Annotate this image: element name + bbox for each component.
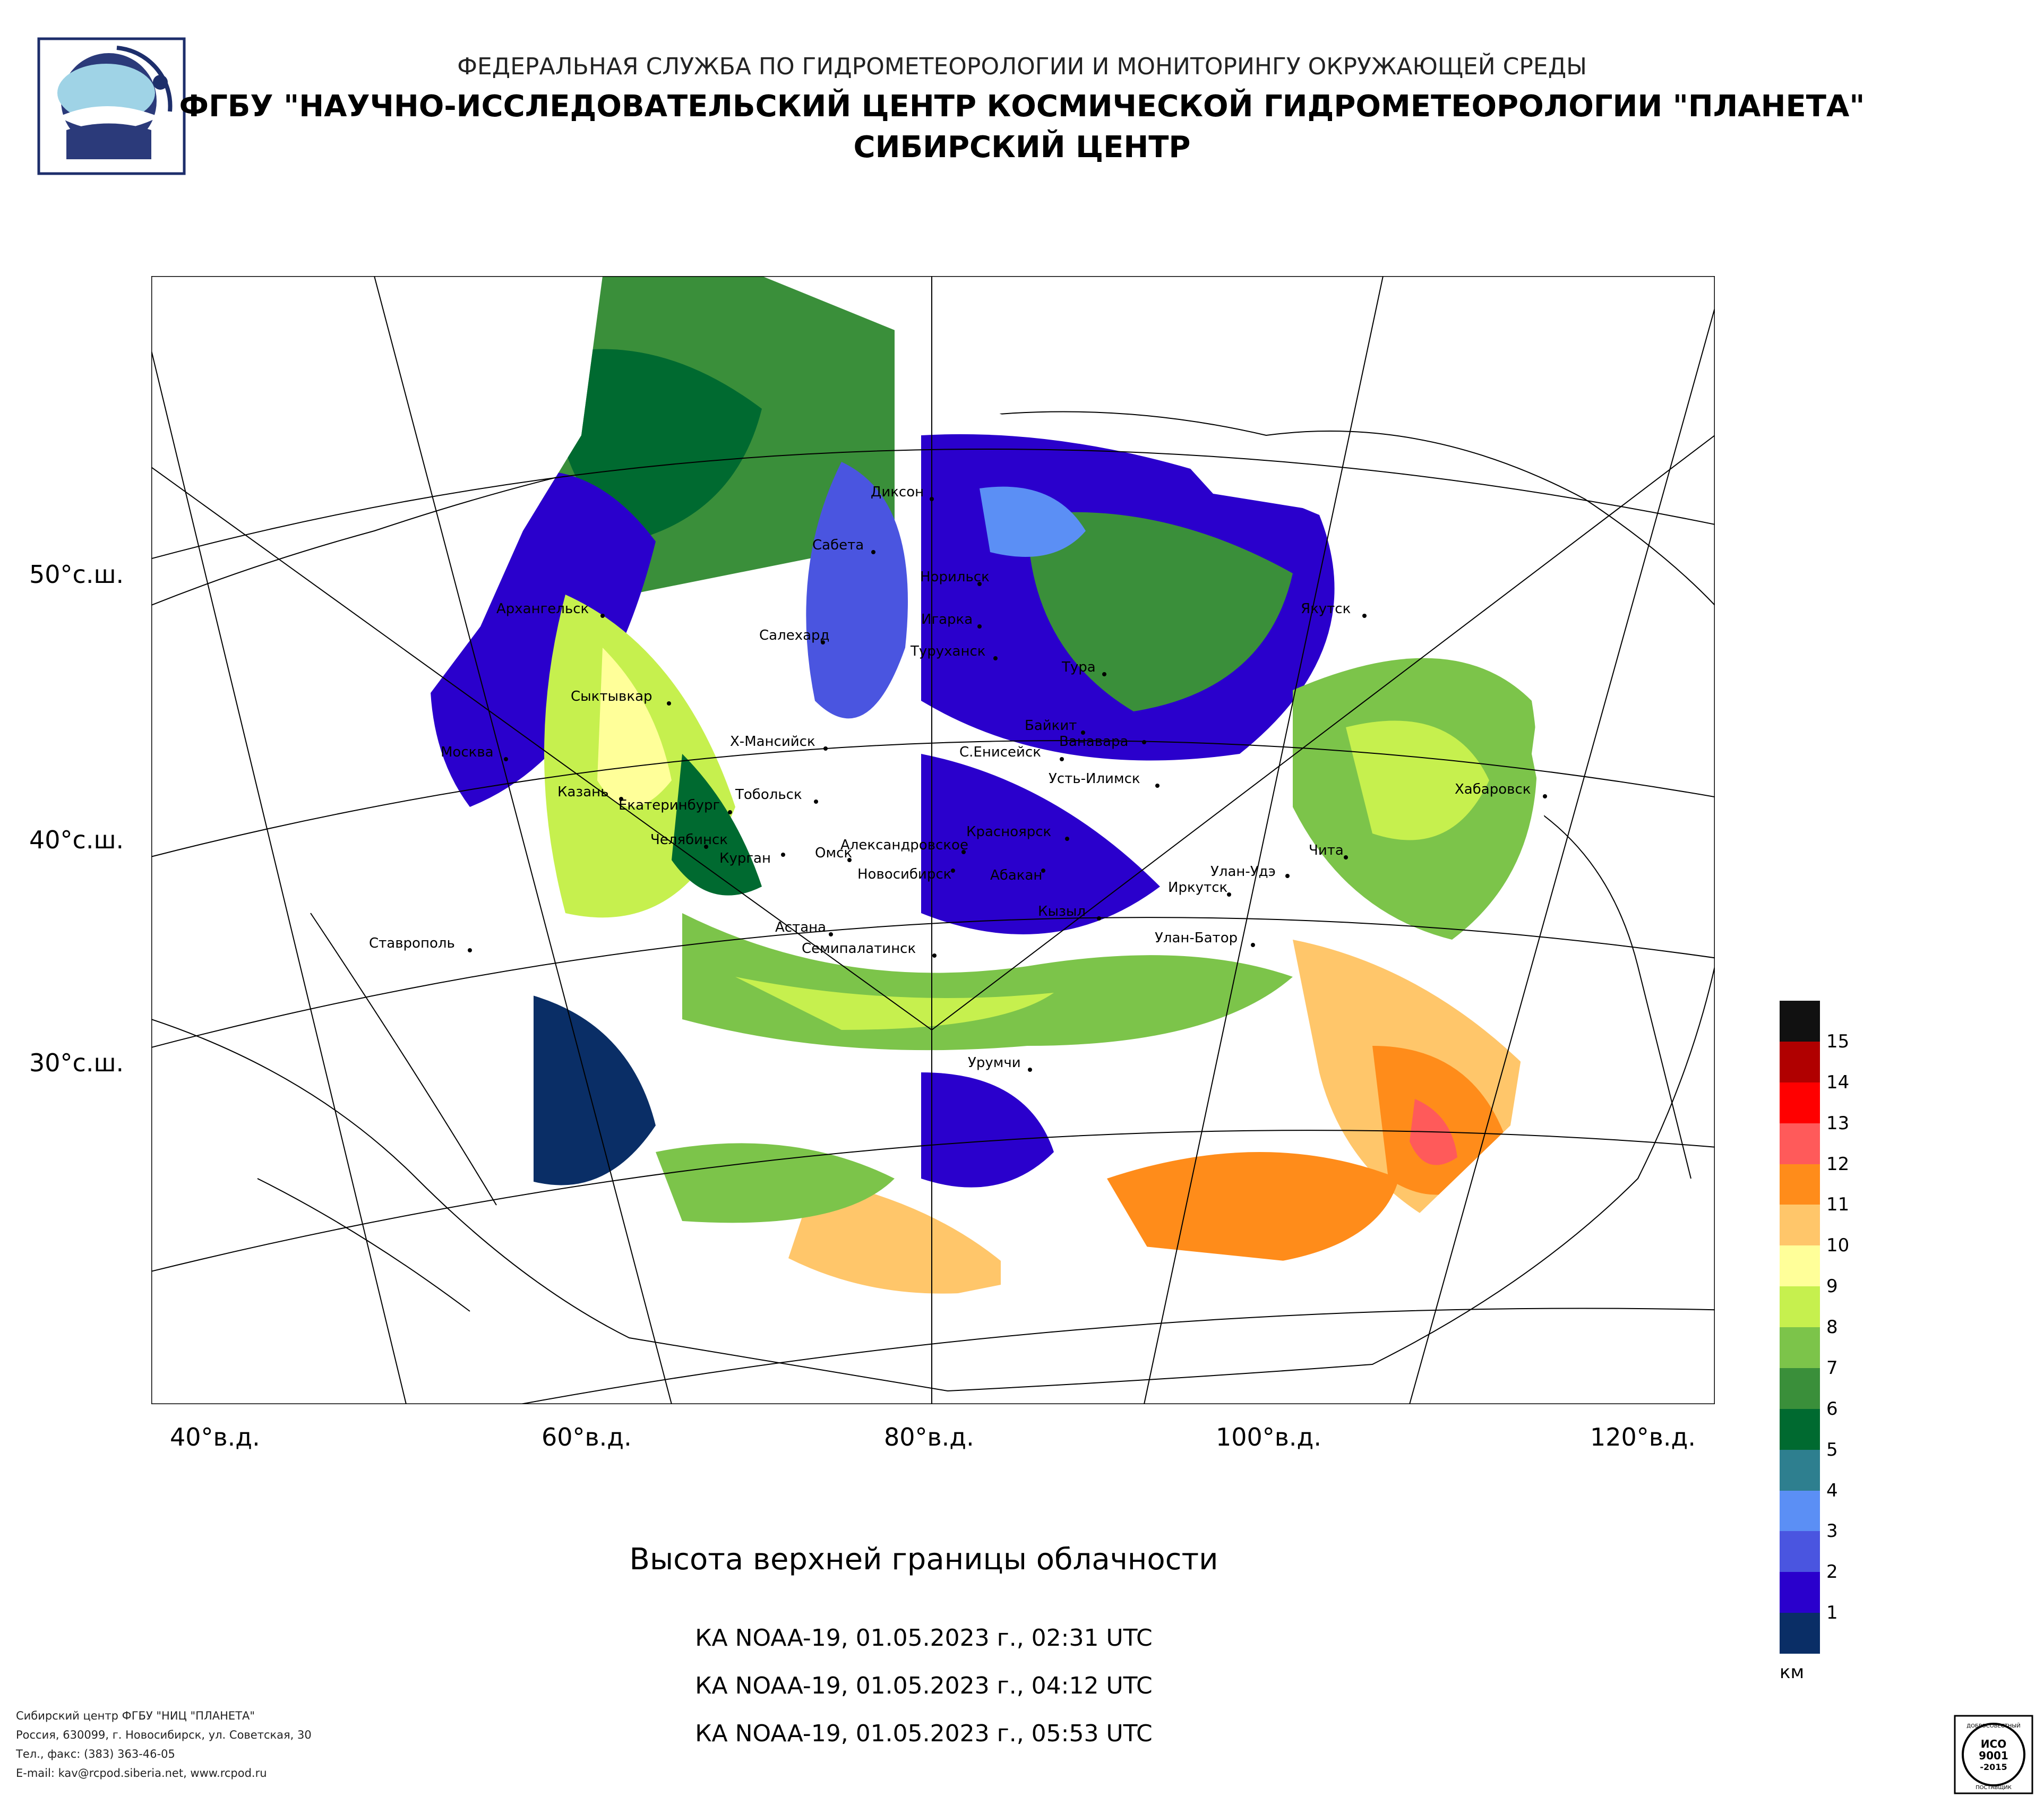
badge-bottom: ПОСТАВЩИК bbox=[1976, 1785, 2012, 1791]
legend-level-label: 12 bbox=[1826, 1153, 1850, 1175]
footer-line-3: Тел., факс: (383) 363-46-05 bbox=[16, 1748, 175, 1760]
svg-text:Иркутск: Иркутск bbox=[1168, 880, 1227, 896]
footer-line-1: Сибирский центр ФГБУ "НИЦ "ПЛАНЕТА" bbox=[16, 1709, 255, 1722]
header-agency: ФЕДЕРАЛЬНАЯ СЛУЖБА ПО ГИДРОМЕТЕОРОЛОГИИ … bbox=[457, 53, 1587, 80]
svg-text:Тобольск: Тобольск bbox=[735, 787, 802, 803]
legend-level-label: 6 bbox=[1826, 1398, 1838, 1420]
legend-level-label: 5 bbox=[1826, 1439, 1838, 1460]
svg-text:Москва: Москва bbox=[441, 744, 494, 760]
svg-text:Челябинск: Челябинск bbox=[650, 832, 728, 848]
badge-line3: -2015 bbox=[1980, 1762, 2007, 1772]
svg-text:Х-Мансийск: Х-Мансийск bbox=[730, 734, 815, 750]
pass-2: КА NOAA-19, 01.05.2023 г., 04:12 UTC bbox=[695, 1672, 1153, 1699]
legend-swatch bbox=[1780, 1408, 1820, 1450]
svg-text:Байкит: Байкит bbox=[1025, 718, 1077, 734]
svg-text:Абакан: Абакан bbox=[990, 867, 1042, 883]
svg-text:Астана: Астана bbox=[775, 919, 826, 935]
svg-text:Усть-Илимск: Усть-Илимск bbox=[1049, 771, 1140, 787]
legend-level-label: 7 bbox=[1826, 1357, 1838, 1379]
lat-label-30: 30°с.ш. bbox=[29, 1048, 124, 1077]
legend-swatch bbox=[1780, 1531, 1820, 1572]
legend-level-label: 8 bbox=[1826, 1317, 1838, 1338]
iso-cert-badge: ДОБРОСОВЕСТНЫЙ ИСО 9001 -2015 ПОСТАВЩИК bbox=[1954, 1715, 2033, 1794]
legend-level-label: 9 bbox=[1826, 1276, 1838, 1297]
legend-swatch bbox=[1780, 1245, 1820, 1287]
footer-line-2: Россия, 630099, г. Новосибирск, ул. Сове… bbox=[16, 1729, 312, 1741]
svg-text:Семипалатинск: Семипалатинск bbox=[802, 941, 916, 957]
header-institute: ФГБУ "НАУЧНО-ИССЛЕДОВАТЕЛЬСКИЙ ЦЕНТР КОС… bbox=[179, 89, 1865, 124]
svg-text:Александровское: Александровское bbox=[840, 837, 968, 853]
svg-text:С.Енисейск: С.Енисейск bbox=[959, 744, 1041, 760]
lat-label-40: 40°с.ш. bbox=[29, 826, 124, 854]
lat-label-50: 50°с.ш. bbox=[29, 560, 124, 589]
svg-text:Улан-Удэ: Улан-Удэ bbox=[1210, 864, 1276, 880]
lon-label-60: 60°в.д. bbox=[542, 1423, 632, 1451]
svg-text:Архангельск: Архангельск bbox=[496, 601, 589, 617]
legend-swatch bbox=[1780, 1449, 1820, 1491]
legend-level-label: 4 bbox=[1826, 1480, 1838, 1501]
legend-level-label: 3 bbox=[1826, 1520, 1838, 1542]
svg-text:Красноярск: Красноярск bbox=[966, 824, 1051, 840]
svg-text:Якутск: Якутск bbox=[1301, 601, 1351, 617]
svg-text:Хабаровск: Хабаровск bbox=[1455, 781, 1531, 797]
svg-text:Омск: Омск bbox=[815, 845, 852, 861]
legend-level-label: 11 bbox=[1826, 1194, 1850, 1216]
legend-level-label: 15 bbox=[1826, 1030, 1850, 1052]
legend-swatch bbox=[1780, 1490, 1820, 1532]
legend-level-label: 13 bbox=[1826, 1112, 1850, 1134]
svg-text:Норильск: Норильск bbox=[920, 569, 990, 585]
legend-swatch bbox=[1780, 1001, 1820, 1042]
svg-text:Чита: Чита bbox=[1309, 843, 1344, 858]
svg-text:Урумчи: Урумчи bbox=[968, 1055, 1021, 1071]
svg-text:Ставрополь: Ставрополь bbox=[369, 935, 455, 951]
pass-3: КА NOAA-19, 01.05.2023 г., 05:53 UTC bbox=[695, 1720, 1153, 1747]
legend-swatch bbox=[1780, 1164, 1820, 1205]
svg-text:Курган: Курган bbox=[719, 850, 771, 866]
legend-swatch bbox=[1780, 1368, 1820, 1409]
legend-swatch bbox=[1780, 1572, 1820, 1613]
svg-text:Казань: Казань bbox=[557, 784, 608, 800]
svg-text:Екатеринбург: Екатеринбург bbox=[619, 797, 720, 813]
svg-text:Диксон: Диксон bbox=[871, 484, 924, 500]
cloud-top-height-map: Диксон Сабета Норильск Игарка Салехард Т… bbox=[150, 275, 1716, 1405]
svg-text:Улан-Батор: Улан-Батор bbox=[1155, 930, 1238, 946]
legend-swatch bbox=[1780, 1205, 1820, 1246]
lon-label-100: 100°в.д. bbox=[1216, 1423, 1321, 1451]
svg-text:Салехард: Салехард bbox=[759, 628, 830, 643]
lon-label-120: 120°в.д. bbox=[1590, 1423, 1696, 1451]
svg-text:Игарка: Игарка bbox=[921, 612, 973, 628]
badge-line2: 9001 bbox=[1979, 1749, 2008, 1762]
planeta-logo bbox=[37, 37, 186, 175]
legend-swatch bbox=[1780, 1123, 1820, 1164]
badge-top: ДОБРОСОВЕСТНЫЙ bbox=[1966, 1722, 2020, 1729]
color-legend bbox=[1780, 1001, 1820, 1654]
svg-text:Ванавара: Ванавара bbox=[1059, 734, 1128, 750]
legend-swatch bbox=[1780, 1286, 1820, 1327]
svg-text:Новосибирск: Новосибирск bbox=[857, 866, 951, 882]
svg-text:Тура: Тура bbox=[1061, 659, 1096, 675]
legend-swatch bbox=[1780, 1082, 1820, 1123]
footer-line-4: E-mail: kav@rcpod.siberia.net, www.rcpod… bbox=[16, 1767, 267, 1780]
legend-level-label: 2 bbox=[1826, 1561, 1838, 1583]
legend-level-label: 10 bbox=[1826, 1235, 1850, 1257]
svg-text:Туруханск: Туруханск bbox=[910, 643, 985, 659]
legend-swatch bbox=[1780, 1041, 1820, 1082]
pass-1: КА NOAA-19, 01.05.2023 г., 02:31 UTC bbox=[695, 1624, 1153, 1652]
legend-level-label: 14 bbox=[1826, 1071, 1850, 1093]
product-title: Высота верхней границы облачности bbox=[629, 1542, 1218, 1577]
svg-text:Сыктывкар: Сыктывкар bbox=[571, 689, 652, 704]
lon-label-80: 80°в.д. bbox=[884, 1423, 974, 1451]
badge-line1: ИСО bbox=[1981, 1738, 2006, 1750]
lon-label-40: 40°в.д. bbox=[170, 1423, 260, 1451]
legend-swatch bbox=[1780, 1327, 1820, 1368]
legend-unit: км bbox=[1780, 1662, 1805, 1683]
legend-swatch bbox=[1780, 1613, 1820, 1654]
header-center: СИБИРСКИЙ ЦЕНТР bbox=[853, 130, 1191, 165]
svg-text:Кызыл: Кызыл bbox=[1038, 904, 1086, 919]
legend-level-label: 1 bbox=[1826, 1602, 1838, 1624]
svg-text:Сабета: Сабета bbox=[812, 537, 864, 553]
